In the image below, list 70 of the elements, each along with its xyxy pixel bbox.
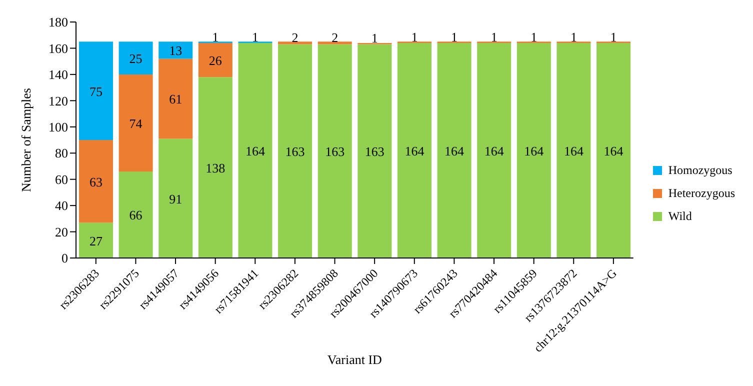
data-label: 164 xyxy=(604,143,624,158)
data-label: 13 xyxy=(169,43,182,58)
y-tick-label: 100 xyxy=(48,120,68,135)
data-label: 66 xyxy=(129,208,143,223)
x-axis-title: Variant ID xyxy=(327,352,382,367)
data-label: 75 xyxy=(90,84,102,99)
y-tick-label: 180 xyxy=(48,14,68,30)
bar xyxy=(79,140,113,223)
bar xyxy=(238,42,272,258)
data-label: 164 xyxy=(564,143,584,158)
data-label: 163 xyxy=(364,144,384,160)
data-label: 164 xyxy=(444,143,465,158)
data-label: 61 xyxy=(169,92,182,107)
legend-label: Homozygous xyxy=(668,162,732,178)
data-label: 74 xyxy=(129,116,143,131)
y-tick-label: 140 xyxy=(48,67,68,82)
data-label: 163 xyxy=(285,144,305,160)
data-label: 27 xyxy=(90,233,103,248)
y-axis-title: Number of Samples xyxy=(18,88,34,192)
data-label: 164 xyxy=(404,143,425,158)
bar xyxy=(158,138,193,258)
bar xyxy=(477,42,512,258)
bar xyxy=(118,171,153,258)
data-label: 1 xyxy=(451,29,458,44)
bar xyxy=(318,42,352,44)
bar xyxy=(198,42,232,78)
bar xyxy=(278,42,312,44)
bar xyxy=(158,58,193,139)
bar xyxy=(516,42,551,258)
data-label: 1 xyxy=(252,29,258,44)
y-tick-label: 20 xyxy=(55,224,68,240)
data-label: 1 xyxy=(610,29,617,44)
bar xyxy=(79,42,113,140)
data-label: 1 xyxy=(490,29,498,44)
y-tick-label: 80 xyxy=(55,146,68,161)
bar xyxy=(158,42,193,59)
bar xyxy=(198,77,232,258)
bar xyxy=(118,42,153,74)
data-label: 138 xyxy=(206,160,226,176)
data-label: 1 xyxy=(530,29,538,44)
y-tick-label: 0 xyxy=(62,250,68,266)
bar xyxy=(278,44,312,258)
data-label: 164 xyxy=(484,143,504,158)
data-label: 1 xyxy=(570,29,577,44)
bar xyxy=(79,222,113,258)
data-label: 2 xyxy=(332,30,338,45)
data-label: 163 xyxy=(325,144,345,160)
bar xyxy=(556,42,591,258)
y-tick-label: 60 xyxy=(55,172,68,187)
legend-label: Heterozygous xyxy=(668,186,735,200)
legend-label: Wild xyxy=(668,208,692,224)
data-label: 26 xyxy=(208,53,222,68)
bar xyxy=(437,42,472,258)
y-tick-label: 40 xyxy=(55,198,68,214)
data-label: 164 xyxy=(245,143,266,158)
data-label: 164 xyxy=(524,143,544,158)
bar xyxy=(596,42,631,258)
data-label: 1 xyxy=(411,29,418,44)
bar xyxy=(318,44,352,258)
data-label: 63 xyxy=(90,174,102,190)
bar xyxy=(397,42,432,258)
data-label: 25 xyxy=(129,51,142,66)
bar xyxy=(118,74,153,172)
data-label: 2 xyxy=(292,30,298,45)
y-tick-label: 120 xyxy=(48,93,68,108)
data-label: 1 xyxy=(212,29,219,44)
bar xyxy=(358,44,392,258)
data-label: 91 xyxy=(169,191,182,206)
y-tick-label: 160 xyxy=(48,40,68,56)
data-label: 1 xyxy=(371,30,378,46)
